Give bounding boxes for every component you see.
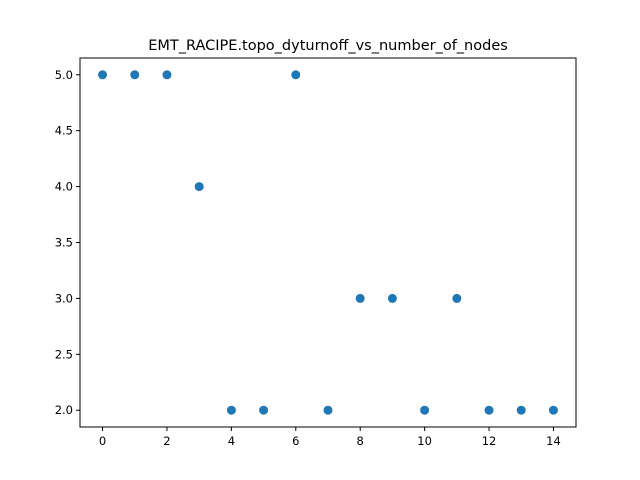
- y-tick-label: 3.5: [55, 236, 73, 250]
- y-tick-label: 2.5: [55, 347, 73, 361]
- x-tick-label: 8: [357, 434, 364, 448]
- y-tick-label: 5.0: [55, 68, 73, 82]
- x-tick-label: 4: [228, 434, 235, 448]
- data-point-8: [355, 293, 365, 303]
- y-axis: 2.0 2.5 3.0 3.5 4.0 4.5 5.0: [55, 68, 80, 417]
- data-point-6: [291, 70, 301, 80]
- y-tick-label: 4.0: [55, 180, 73, 194]
- y-tick-label: 3.0: [55, 291, 73, 305]
- points-layer: [98, 70, 558, 415]
- data-point-9: [387, 293, 397, 303]
- data-point-0: [98, 70, 108, 80]
- data-point-14: [548, 405, 558, 415]
- y-tick-label: 2.0: [55, 403, 73, 417]
- x-tick-label: 0: [99, 434, 106, 448]
- data-point-11: [452, 293, 462, 303]
- data-point-1: [130, 70, 140, 80]
- x-tick-label: 2: [163, 434, 170, 448]
- data-point-3: [194, 182, 204, 192]
- x-axis: 0 2 4 6 8 10 12 14: [99, 427, 561, 448]
- data-point-13: [516, 405, 526, 415]
- data-point-7: [323, 405, 333, 415]
- plot-area-frame: [79, 57, 577, 428]
- x-tick-label: 14: [546, 434, 561, 448]
- y-tick-label: 4.5: [55, 124, 73, 138]
- data-point-12: [484, 405, 494, 415]
- data-point-2: [162, 70, 172, 80]
- data-point-4: [226, 405, 236, 415]
- x-tick-label: 6: [292, 434, 299, 448]
- data-point-10: [420, 405, 430, 415]
- x-tick-label: 12: [482, 434, 497, 448]
- x-tick-label: 10: [417, 434, 432, 448]
- data-point-5: [259, 405, 269, 415]
- chart-title: EMT_RACIPE.topo_dyturnoff_vs_number_of_n…: [148, 38, 508, 54]
